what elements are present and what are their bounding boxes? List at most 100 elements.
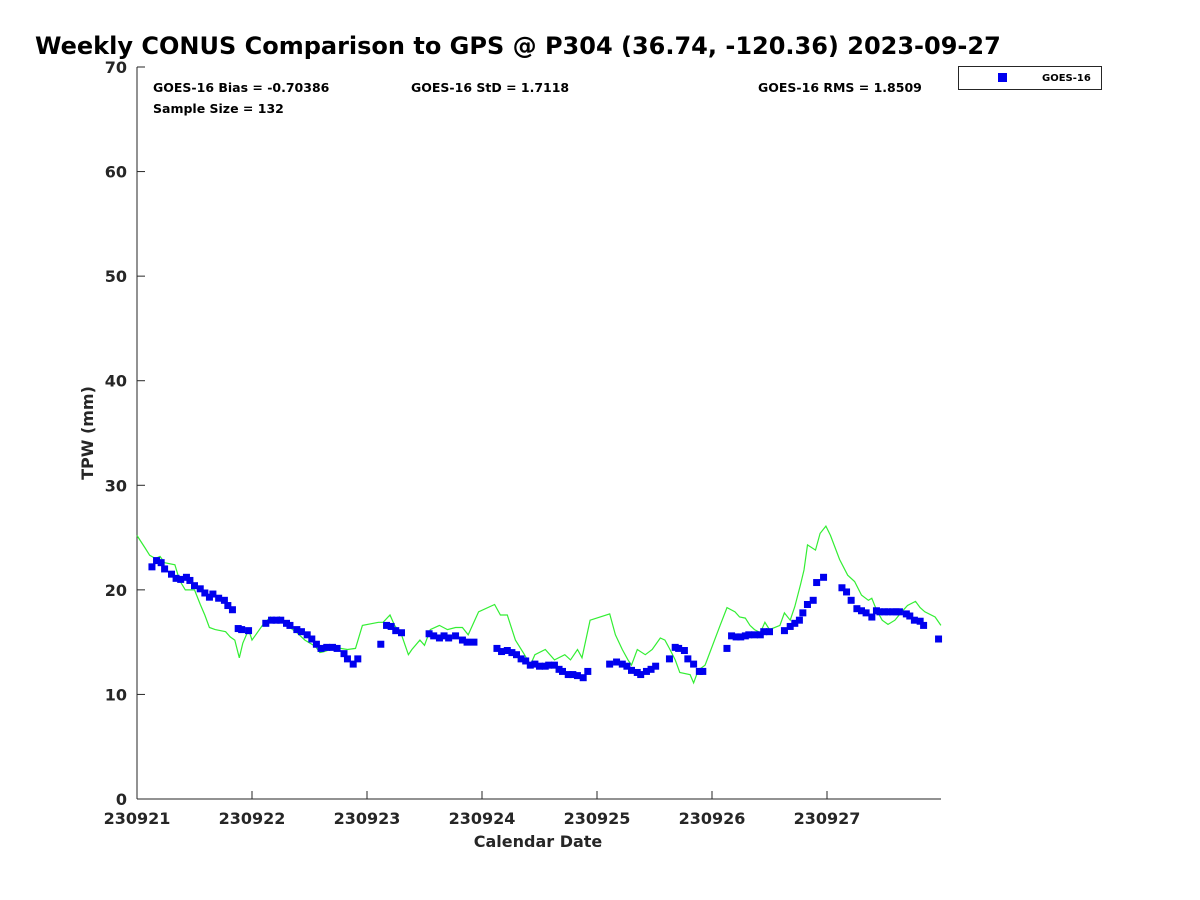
goes-point — [377, 640, 385, 648]
goes-point — [760, 628, 768, 636]
goes-point — [791, 619, 799, 627]
goes-point — [584, 667, 592, 675]
goes-point — [220, 596, 228, 604]
goes-point — [637, 671, 645, 679]
goes-point — [858, 607, 865, 615]
goes-point — [876, 608, 884, 616]
goes-point — [916, 617, 924, 625]
goes-point — [458, 636, 466, 644]
goes-point — [317, 644, 325, 652]
goes-point — [569, 671, 577, 679]
ticks: 0 10 20 30 40 50 60 70 230921 230922 230923 230924 2… — [104, 58, 861, 828]
goes-point — [737, 633, 745, 641]
goes-point — [564, 671, 572, 679]
goes-point — [153, 557, 161, 565]
goes-point — [545, 661, 553, 669]
goes-point — [895, 608, 903, 616]
goes-point — [868, 613, 876, 621]
goes-point — [513, 651, 520, 659]
goes-point — [813, 579, 821, 587]
goes-point — [843, 588, 851, 596]
goes-point — [795, 616, 803, 624]
goes-point — [238, 626, 246, 634]
goes-point — [559, 667, 566, 675]
y-tick-label: 60 — [105, 163, 127, 182]
goes-point — [745, 631, 753, 639]
goes-point — [303, 631, 311, 639]
goes-point — [172, 574, 180, 582]
x-tick-label: 230925 — [564, 809, 631, 828]
goes-point — [647, 665, 655, 673]
goes-point — [245, 627, 253, 635]
goes-point — [286, 621, 294, 629]
goes-point — [340, 650, 348, 658]
goes-series — [148, 557, 943, 682]
goes-point — [161, 565, 169, 573]
goes-point — [579, 674, 587, 682]
goes-point — [642, 667, 650, 675]
sample-size-annotation: Sample Size = 132 — [153, 101, 284, 116]
goes-point — [786, 622, 794, 630]
goes-point — [191, 582, 198, 590]
goes-point — [573, 672, 581, 680]
goes-point — [177, 575, 185, 583]
goes-point — [308, 635, 316, 643]
legend-marker-goes — [998, 73, 1007, 82]
goes-point — [618, 660, 626, 668]
legend-box — [958, 66, 1102, 90]
goes-point — [628, 666, 635, 674]
goes-point — [910, 616, 918, 624]
goes-point — [262, 619, 270, 627]
goes-point — [215, 594, 223, 602]
goes-point — [343, 655, 351, 663]
goes-point — [684, 655, 692, 663]
x-tick-label: 230926 — [679, 809, 746, 828]
goes-point — [690, 660, 698, 668]
goes-point — [522, 657, 530, 665]
x-tick-label: 230921 — [104, 809, 171, 828]
goes-point — [531, 660, 539, 668]
goes-point — [445, 634, 453, 642]
x-tick-label: 230923 — [334, 809, 401, 828]
y-tick-label: 30 — [105, 476, 127, 495]
goes-point — [168, 570, 175, 578]
goes-point — [675, 644, 683, 652]
goes-point — [780, 627, 788, 635]
goes-point — [623, 662, 631, 670]
bias-annotation: GOES-16 Bias = -0.70386 — [153, 80, 330, 95]
goes-point — [493, 644, 501, 652]
goes-point — [349, 660, 357, 668]
goes-point — [209, 590, 217, 598]
goes-point — [297, 628, 305, 636]
goes-point — [148, 563, 156, 571]
goes-point — [613, 658, 621, 666]
y-tick-label: 50 — [105, 267, 127, 286]
goes-point — [526, 661, 534, 669]
std-annotation: GOES-16 StD = 1.7118 — [411, 80, 569, 95]
plot-area: 0 10 20 30 40 50 60 70 230921 230922 230923 230924 2… — [104, 58, 943, 828]
goes-point — [853, 605, 861, 613]
goes-point — [435, 634, 443, 642]
gps-series — [136, 524, 942, 685]
goes-point — [920, 621, 928, 629]
goes-point — [398, 629, 405, 637]
goes-point — [536, 662, 543, 670]
rms-annotation: GOES-16 RMS = 1.8509 — [758, 80, 922, 95]
goes-point — [680, 647, 688, 655]
goes-point — [820, 573, 828, 581]
goes-point — [732, 633, 740, 641]
goes-point — [508, 649, 516, 657]
goes-point — [470, 638, 478, 646]
goes-point — [272, 616, 280, 624]
goes-point — [224, 602, 232, 610]
goes-point — [323, 643, 331, 651]
goes-point — [312, 640, 320, 648]
goes-point — [201, 589, 209, 597]
y-tick-label: 10 — [105, 685, 127, 704]
goes-point — [728, 632, 736, 640]
goes-point — [906, 612, 914, 620]
goes-point — [935, 635, 943, 643]
y-axis-label: TPW (mm) — [78, 386, 97, 480]
x-axis-label: Calendar Date — [474, 832, 603, 851]
